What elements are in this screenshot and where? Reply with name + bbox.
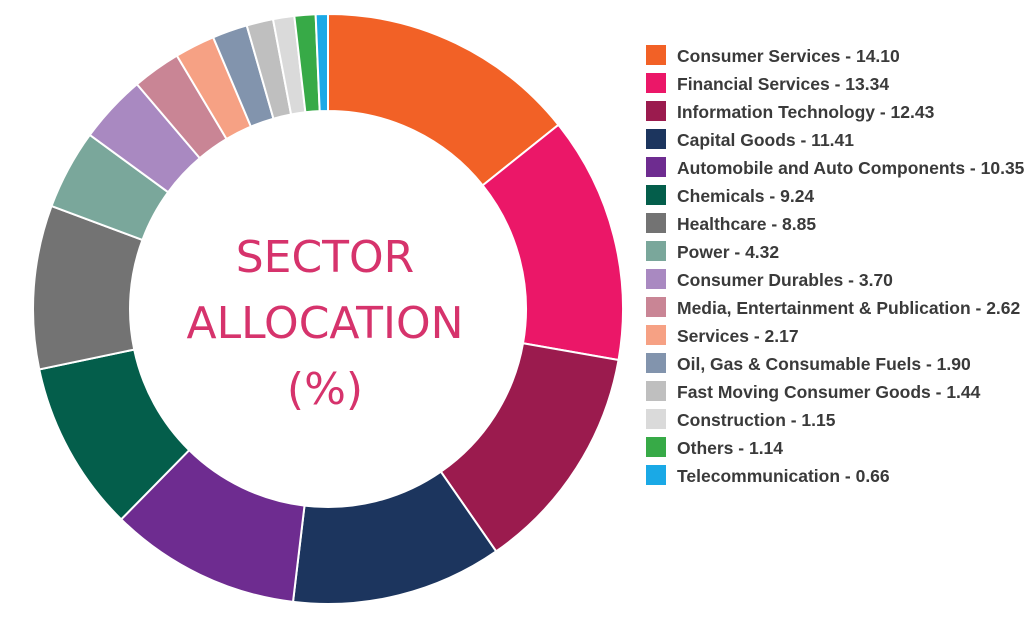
legend-swatch	[646, 465, 666, 485]
legend-item: Oil, Gas & Consumable Fuels - 1.90	[646, 352, 1026, 377]
legend-item: Power - 4.32	[646, 240, 1026, 265]
slice-telecommunication	[314, 12, 329, 113]
legend-item: Capital Goods - 11.41	[646, 128, 1026, 153]
legend-label: Fast Moving Consumer Goods - 1.44	[677, 382, 981, 402]
legend-swatch	[646, 381, 666, 401]
legend-swatch	[646, 129, 666, 149]
chart-center-title: SECTOR ALLOCATION (%)	[130, 225, 520, 423]
legend-label: Consumer Services - 14.10	[677, 46, 900, 66]
legend-label: Healthcare - 8.85	[677, 214, 817, 234]
legend-swatch	[646, 73, 666, 93]
legend-swatch	[646, 101, 666, 121]
legend-swatch	[646, 157, 666, 177]
center-title-line1: SECTOR	[235, 232, 415, 283]
legend-swatch	[646, 241, 666, 261]
legend-swatch	[646, 185, 666, 205]
legend-item: Information Technology - 12.43	[646, 100, 1026, 125]
legend-swatch	[646, 353, 666, 373]
legend-label: Power - 4.32	[677, 242, 780, 262]
legend-swatch	[646, 45, 666, 65]
legend-item: Consumer Durables - 3.70	[646, 268, 1026, 293]
legend-label: Chemicals - 9.24	[677, 186, 815, 206]
legend-label: Consumer Durables - 3.70	[677, 270, 893, 290]
legend-item: Chemicals - 9.24	[646, 184, 1026, 209]
legend-label: Others - 1.14	[677, 438, 784, 458]
legend-item: Healthcare - 8.85	[646, 212, 1026, 237]
legend-label: Financial Services - 13.34	[677, 74, 890, 94]
chart-legend: Consumer Services - 14.10 Financial Servi…	[646, 44, 1026, 492]
donut-slices	[32, 12, 624, 605]
legend-label: Construction - 1.15	[677, 410, 836, 430]
legend-item: Services - 2.17	[646, 324, 1026, 349]
legend-label: Services - 2.17	[677, 326, 799, 346]
legend-item: Fast Moving Consumer Goods - 1.44	[646, 380, 1026, 405]
legend-item: Telecommunication - 0.66	[646, 464, 1026, 489]
legend-item: Consumer Services - 14.10	[646, 44, 1026, 69]
legend-label: Media, Entertainment & Publication - 2.6…	[677, 298, 1021, 318]
donut-chart	[32, 12, 624, 605]
legend-swatch	[646, 297, 666, 317]
legend-swatch	[646, 269, 666, 289]
legend-item: Automobile and Auto Components - 10.35	[646, 156, 1026, 181]
sector-allocation-chart: SECTOR ALLOCATION (%)	[32, 12, 624, 605]
legend-swatch	[646, 409, 666, 429]
legend-item: Construction - 1.15	[646, 408, 1026, 433]
center-title-line3: (%)	[286, 364, 364, 415]
legend-label: Automobile and Auto Components - 10.35	[677, 158, 1025, 178]
legend-item: Others - 1.14	[646, 436, 1026, 461]
legend-item: Media, Entertainment & Publication - 2.6…	[646, 296, 1026, 321]
legend-label: Capital Goods - 11.41	[677, 130, 854, 150]
center-title-line2: ALLOCATION	[186, 298, 464, 349]
legend-label: Oil, Gas & Consumable Fuels - 1.90	[677, 354, 971, 374]
legend-swatch	[646, 213, 666, 233]
legend-swatch	[646, 325, 666, 345]
legend-swatch	[646, 437, 666, 457]
legend-label: Telecommunication - 0.66	[677, 466, 890, 486]
legend-item: Financial Services - 13.34	[646, 72, 1026, 97]
legend-label: Information Technology - 12.43	[677, 102, 935, 122]
